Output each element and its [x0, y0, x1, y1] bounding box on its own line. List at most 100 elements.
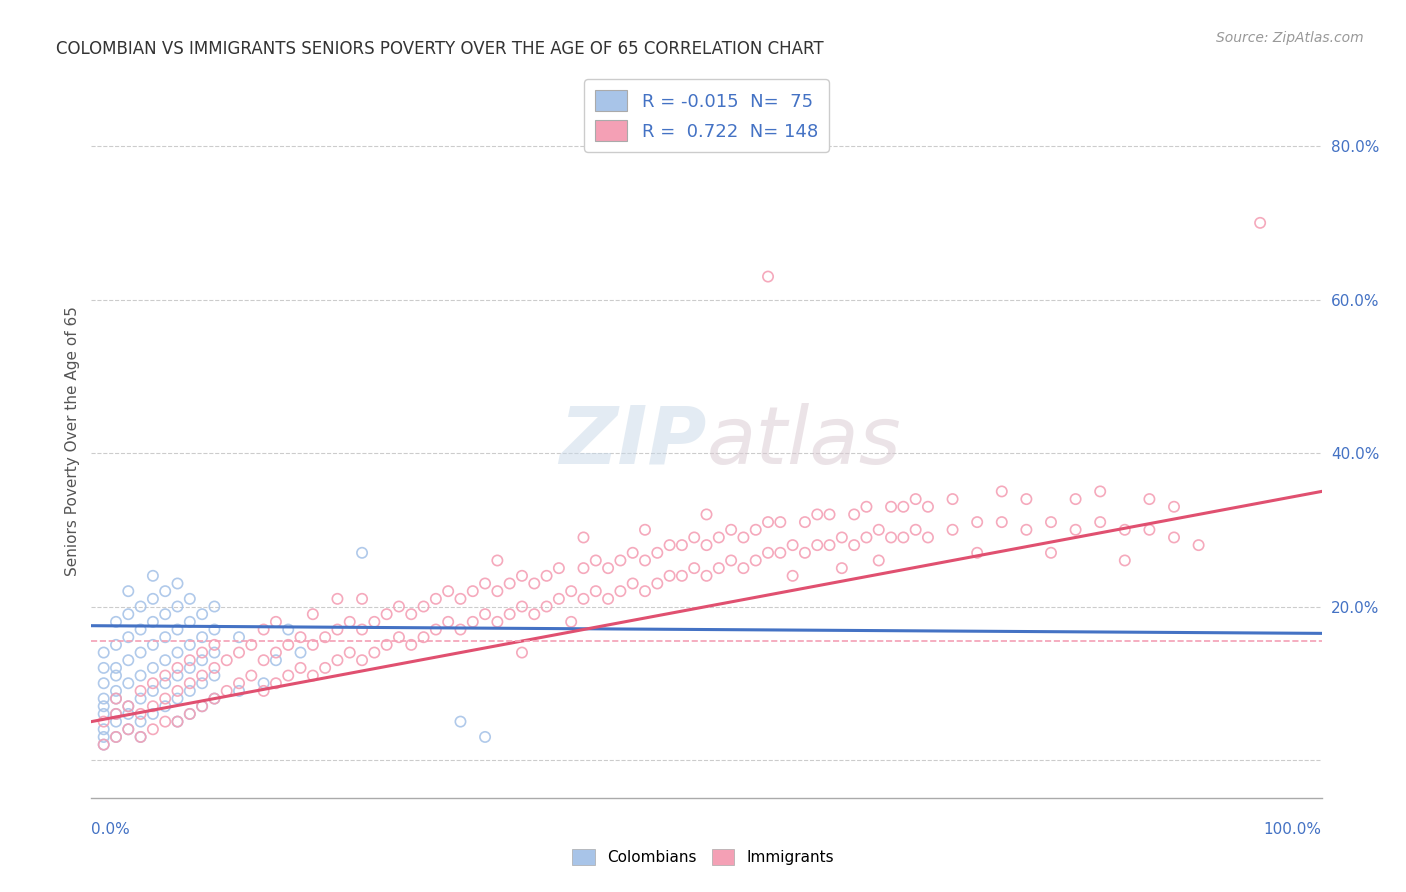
Point [425, 623, 447, 637]
Point [202, 691, 225, 706]
Y-axis label: Seniors Poverty Over the Age of 65: Seniors Poverty Over the Age of 65 [65, 307, 80, 576]
Point [202, 661, 225, 675]
Point [1039, 546, 1063, 560]
Point [412, 630, 434, 644]
Point [129, 714, 152, 729]
Point [228, 684, 250, 698]
Point [793, 515, 815, 529]
Point [105, 706, 127, 721]
Point [253, 653, 276, 667]
Point [277, 623, 299, 637]
Point [93, 714, 115, 729]
Point [399, 638, 422, 652]
Point [510, 599, 533, 614]
Point [1139, 523, 1161, 537]
Point [683, 561, 706, 575]
Point [671, 569, 693, 583]
Point [301, 607, 323, 622]
Point [645, 546, 669, 560]
Point [658, 569, 681, 583]
Point [1249, 216, 1271, 230]
Point [93, 699, 115, 714]
Point [105, 714, 127, 729]
Point [179, 638, 201, 652]
Point [498, 576, 520, 591]
Point [806, 538, 828, 552]
Point [880, 500, 903, 514]
Point [202, 646, 225, 660]
Point [264, 676, 287, 690]
Point [769, 515, 792, 529]
Point [93, 661, 115, 675]
Point [793, 546, 815, 560]
Point [142, 706, 165, 721]
Point [486, 615, 509, 629]
Point [449, 623, 471, 637]
Point [474, 607, 496, 622]
Point [105, 730, 127, 744]
Point [142, 615, 165, 629]
Point [339, 615, 361, 629]
Point [202, 599, 225, 614]
Point [240, 668, 263, 682]
Point [486, 553, 509, 567]
Point [818, 508, 841, 522]
Point [129, 623, 152, 637]
Point [129, 730, 152, 744]
Point [142, 569, 165, 583]
Point [153, 691, 177, 706]
Point [326, 623, 349, 637]
Point [596, 591, 619, 606]
Point [1064, 492, 1087, 507]
Point [117, 706, 139, 721]
Point [202, 638, 225, 652]
Point [585, 553, 607, 567]
Point [191, 676, 214, 690]
Point [264, 646, 287, 660]
Point [1088, 484, 1111, 499]
Point [609, 584, 631, 599]
Point [609, 553, 631, 567]
Point [1015, 523, 1038, 537]
Text: Source: ZipAtlas.com: Source: ZipAtlas.com [1216, 31, 1364, 45]
Point [93, 738, 115, 752]
Point [142, 676, 165, 690]
Point [326, 653, 349, 667]
Point [671, 538, 693, 552]
Point [425, 591, 447, 606]
Point [191, 653, 214, 667]
Text: atlas: atlas [706, 402, 901, 481]
Point [142, 684, 165, 698]
Point [782, 538, 804, 552]
Point [129, 646, 152, 660]
Point [202, 668, 225, 682]
Point [105, 638, 127, 652]
Point [695, 508, 717, 522]
Point [855, 500, 877, 514]
Point [142, 699, 165, 714]
Point [191, 646, 214, 660]
Point [572, 591, 595, 606]
Point [215, 653, 238, 667]
Point [695, 569, 717, 583]
Point [179, 661, 201, 675]
Legend: R = -0.015  N=  75, R =  0.722  N= 148: R = -0.015 N= 75, R = 0.722 N= 148 [583, 79, 830, 152]
Point [449, 714, 471, 729]
Point [363, 646, 385, 660]
Legend: Colombians, Immigrants: Colombians, Immigrants [565, 843, 841, 871]
Point [153, 653, 177, 667]
Point [142, 638, 165, 652]
Point [510, 569, 533, 583]
Point [536, 599, 558, 614]
Point [153, 714, 177, 729]
Point [202, 623, 225, 637]
Point [117, 699, 139, 714]
Point [634, 584, 657, 599]
Point [253, 623, 276, 637]
Point [166, 714, 188, 729]
Point [904, 523, 927, 537]
Point [818, 538, 841, 552]
Point [461, 615, 484, 629]
Point [474, 576, 496, 591]
Point [93, 691, 115, 706]
